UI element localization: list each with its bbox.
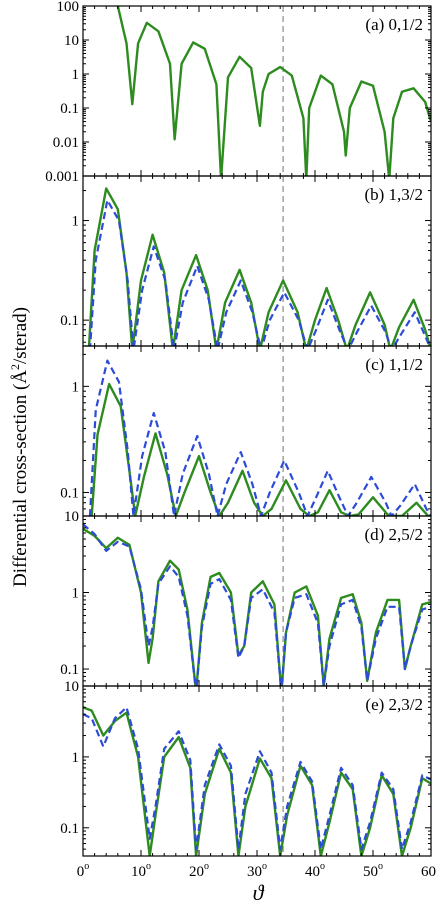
x-tick-degree: o (262, 861, 267, 872)
x-tick-degree: o (204, 861, 209, 872)
panel-2: 1 0.1 (b) 1,3/2 (60, 175, 432, 347)
y-tick-label: 10 (64, 509, 79, 525)
panel-3: 1 0.1 (c) 1,1/2 (60, 345, 432, 517)
x-tick-value: 60 (421, 864, 436, 880)
panel-label: (d) 2,5/2 (364, 525, 423, 544)
solid-curve (116, 6, 431, 176)
x-tick-value: 0 (77, 864, 85, 880)
y-axis-label-superscript: 2 (8, 364, 22, 370)
y-tick-label: 1 (72, 586, 80, 602)
y-tick-label: 10 (64, 33, 79, 49)
y-axis-label: Differential cross-section (Å2/sterad) (8, 307, 31, 587)
y-tick-label: 100 (57, 0, 80, 15)
x-tick-value: 50 (363, 864, 378, 880)
x-tick-value: 30 (247, 864, 262, 880)
y-axis-label-main: Differential cross-section (Å (10, 370, 31, 587)
dashed-curve (88, 359, 431, 516)
x-tick-degree: o (146, 861, 151, 872)
y-tick-label: 1 (72, 214, 80, 230)
y-tick-label: 0.1 (60, 662, 79, 678)
x-tick-label: 40o (305, 861, 325, 880)
x-tick-label: 60o (421, 861, 436, 880)
x-tick-degree: o (320, 861, 325, 872)
solid-curve (83, 527, 431, 686)
x-tick-value: 10 (131, 864, 146, 880)
y-tick-label: 10 (64, 679, 79, 695)
panel-label: (b) 1,3/2 (364, 185, 423, 204)
x-tick-label: 30o (247, 861, 267, 880)
x-tick-label: 10o (131, 861, 151, 880)
dashed-curve (83, 706, 431, 851)
x-tick-label: 0o (77, 861, 90, 880)
solid-curve (87, 187, 431, 346)
panel-label: (e) 2,3/2 (365, 695, 423, 714)
x-tick-degree: o (378, 861, 383, 872)
y-tick-label: 0.1 (60, 821, 79, 837)
x-axis-label: ϑ (253, 880, 265, 905)
panel-label: (a) 0,1/2 (365, 15, 423, 34)
panel-label: (c) 1,1/2 (365, 355, 423, 374)
panel-1: 100 10 1 0.1 0.01 0.001 (a) 0,1/2 (45, 0, 432, 185)
solid-curve (83, 706, 431, 856)
y-tick-label: 1 (72, 67, 80, 83)
x-tick-value: 20 (189, 864, 204, 880)
panel-4: 10 1 0.1 (d) 2,5/2 (60, 509, 432, 687)
x-tick-label: 20o (189, 861, 209, 880)
y-tick-label: 0.001 (45, 169, 79, 185)
dashed-curve (83, 523, 431, 686)
y-tick-label: 0.1 (60, 485, 79, 501)
y-tick-label: 0.1 (60, 101, 79, 117)
x-tick-degree: o (84, 861, 89, 872)
y-tick-label: 0.1 (60, 313, 79, 329)
y-tick-label: 1 (72, 379, 80, 395)
panel-5: 10 1 0.1 (e) 2,3/2 (60, 679, 432, 857)
dashed-curve (89, 199, 431, 346)
x-tick-value: 40 (305, 864, 320, 880)
y-axis-label-tail: /sterad) (10, 307, 31, 364)
x-tick-label: 50o (363, 861, 383, 880)
y-tick-label: 0.01 (53, 135, 79, 151)
y-tick-label: 1 (72, 750, 80, 766)
solid-curve (90, 382, 431, 516)
